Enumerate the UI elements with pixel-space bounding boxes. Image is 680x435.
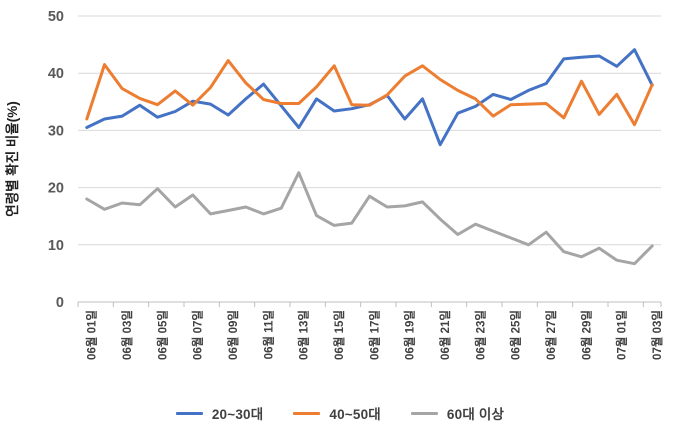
x-tick-label-07월 01일: 07월 01일 <box>615 310 629 360</box>
x-tick-label-06월 17일: 06월 17일 <box>367 310 381 360</box>
legend-label-40-50: 40~50대 <box>329 407 381 422</box>
legend-label-20-30: 20~30대 <box>211 407 264 422</box>
legend-label-60plus: 60대 이상 <box>446 407 505 422</box>
series-line-40~50대 <box>85 59 654 127</box>
x-tick-label-06월 25일: 06월 25일 <box>509 310 523 360</box>
x-tick-label-06월 11일: 06월 11일 <box>261 310 275 359</box>
x-tick-label-06월 29일: 06월 29일 <box>579 310 593 360</box>
x-tick-label-06월 15일: 06월 15일 <box>332 310 346 360</box>
x-tick-label-07월 03일: 07월 03일 <box>650 310 664 360</box>
legend-item-20-30: 20~30대 <box>175 403 264 423</box>
series-line-60대 이상 <box>85 171 654 266</box>
y-tick-label-40: 40 <box>48 66 64 82</box>
x-tick-label-06월 07일: 06월 07일 <box>191 310 205 360</box>
x-tick-label-06월 05일: 06월 05일 <box>155 310 169 360</box>
legend-swatch-60plus <box>410 411 438 415</box>
y-tick-label-50: 50 <box>48 9 64 25</box>
x-tick-label-06월 03일: 06월 03일 <box>120 310 134 360</box>
y-axis-title: 연령별 확진 비율(%) <box>4 101 20 216</box>
legend-swatch-40-50 <box>293 411 321 415</box>
x-tick-label-06월 19일: 06월 19일 <box>403 310 417 360</box>
y-tick-label-0: 0 <box>56 295 64 311</box>
x-tick-label-06월 21일: 06월 21일 <box>438 310 452 360</box>
x-tick-label-06월 23일: 06월 23일 <box>473 310 487 360</box>
legend-item-60plus: 60대 이상 <box>410 403 505 423</box>
y-tick-label-20: 20 <box>48 181 64 197</box>
x-tick-label-06월 27일: 06월 27일 <box>544 310 558 360</box>
x-tick-label-06월 09일: 06월 09일 <box>226 310 240 360</box>
x-tick-label-06월 13일: 06월 13일 <box>297 310 311 360</box>
chart-legend: 20~30대 40~50대 60대 이상 <box>0 403 680 423</box>
legend-swatch-20-30 <box>175 411 203 415</box>
y-tick-label-10: 10 <box>48 238 64 254</box>
x-tick-label-06월 01일: 06월 01일 <box>85 310 99 360</box>
y-tick-label-30: 30 <box>48 123 64 139</box>
legend-item-40-50: 40~50대 <box>293 403 381 423</box>
